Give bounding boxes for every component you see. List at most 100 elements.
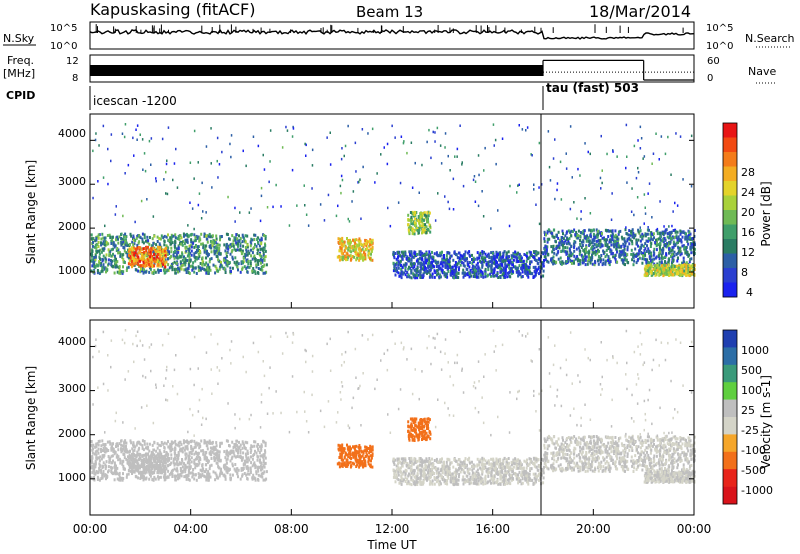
velocity-pixel (118, 471, 121, 475)
power-pixel (679, 250, 682, 254)
power-pixel (230, 134, 233, 137)
power-pixel (173, 256, 176, 260)
power-pixel (574, 257, 577, 261)
power-pixel (126, 254, 129, 258)
power-pixel (214, 271, 217, 275)
power-pixel (155, 179, 157, 183)
colorbar-swatch (723, 166, 737, 182)
nsky-label: N.Sky (3, 32, 35, 45)
power-pixel (432, 259, 435, 263)
power-pixel (456, 147, 459, 151)
power-pixel (139, 236, 142, 240)
velocity-pixel (260, 443, 263, 447)
power-pixel (305, 143, 307, 147)
velocity-pixel (178, 444, 181, 448)
power-pixel (598, 239, 601, 242)
power-pixel (387, 206, 389, 210)
power-pixel (676, 270, 679, 274)
power-pixel (95, 238, 98, 242)
power-pixel (662, 256, 665, 260)
power-pixel (597, 242, 600, 246)
power-pixel (682, 259, 685, 263)
power-pixel (601, 244, 604, 248)
power-pixel (253, 246, 256, 250)
power-pixel (418, 252, 421, 256)
power-pixel (429, 230, 432, 234)
power-pixel (101, 265, 104, 269)
power-pixel (667, 135, 669, 139)
colorbar-swatch (723, 253, 737, 269)
power-pixel (555, 240, 557, 244)
power-pixel (685, 264, 688, 268)
power-pixel (291, 135, 294, 138)
power-pixel (519, 254, 522, 258)
power-pixel (126, 266, 129, 270)
power-pixel (545, 245, 548, 249)
power-pixel (546, 240, 549, 244)
velocity-pixel (113, 461, 116, 465)
power-pixel (164, 254, 167, 258)
power-pixel (578, 252, 581, 256)
velocity-pixel (123, 441, 126, 445)
power-pixel (564, 234, 567, 238)
power-pixel (653, 251, 656, 255)
power-pixel (635, 176, 638, 180)
power-pixel (466, 273, 469, 277)
power-pixel (611, 252, 614, 255)
power-pixel (416, 218, 419, 222)
power-pixel (164, 265, 167, 269)
power-pixel (162, 248, 165, 252)
power-pixel (161, 257, 164, 261)
power-pixel (481, 271, 484, 275)
power-pixel (670, 173, 672, 176)
power-pixel (500, 270, 502, 273)
power-pixel (522, 259, 525, 263)
power-pixel (120, 241, 123, 245)
power-pixel (682, 231, 685, 234)
power-pixel (581, 244, 584, 247)
power-pixel (131, 252, 134, 256)
power-pixel (147, 239, 150, 243)
power-pixel (588, 228, 591, 232)
power-pixel (549, 179, 552, 182)
power-pixel (129, 243, 131, 246)
velocity-pixel (234, 463, 237, 466)
power-pixel (448, 207, 451, 211)
power-pixel (601, 181, 603, 185)
velocity-pixel (201, 469, 204, 473)
velocity-pixel (236, 472, 239, 476)
power-pixel (192, 241, 194, 245)
power-pixel (370, 249, 373, 253)
power-pixel (597, 255, 600, 258)
velocity-pixel (215, 456, 218, 460)
power-pixel (626, 181, 628, 184)
power-pixel (444, 275, 447, 279)
power-pixel (538, 222, 541, 226)
power-pixel (143, 233, 146, 237)
power-pixel (639, 147, 642, 150)
velocity-pixel (241, 456, 244, 460)
power-pixel (598, 244, 601, 248)
power-pixel (371, 127, 374, 131)
power-pixel (361, 247, 364, 251)
power-pixel (476, 251, 479, 255)
power-pixel (135, 128, 137, 131)
power-pixel (164, 271, 167, 274)
power-pixel (195, 245, 198, 249)
velocity-pixel (231, 464, 234, 468)
power-pixel (607, 255, 610, 259)
power-pixel (421, 227, 424, 231)
velocity-pixel (243, 472, 246, 475)
power-pixel (521, 263, 524, 267)
velocity-pixel (98, 466, 101, 470)
power-pixel (234, 238, 237, 242)
power-pixel (591, 256, 594, 259)
power-pixel (128, 249, 130, 253)
power-pixel (662, 263, 665, 267)
power-pixel (219, 238, 221, 242)
power-pixel (435, 252, 438, 256)
power-pixel (659, 235, 662, 239)
velocity-pixel (156, 442, 159, 446)
power-pixel (559, 240, 562, 244)
power-pixel (141, 237, 144, 241)
